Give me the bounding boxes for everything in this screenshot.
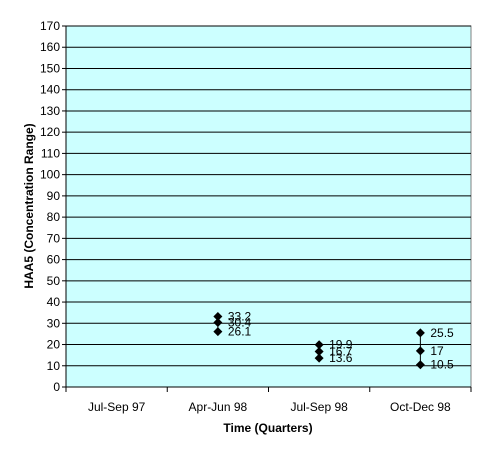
y-tick-label: 80 [47,210,61,224]
y-tick-label: 70 [47,231,61,245]
y-tick-label: 40 [47,295,61,309]
data-point [314,353,324,363]
x-tick-label: Jul-Sep 98 [290,400,348,414]
data-label: 26.1 [228,325,252,339]
y-tick-label: 50 [47,274,61,288]
data-label: 13.6 [329,351,353,365]
data-label: 30.4 [228,315,252,329]
gridlines [66,25,471,367]
y-axis-title: HAA5 (Concentration Range) [22,123,36,288]
y-tick-label: 140 [40,83,60,97]
plot-area [65,25,472,388]
y-tick-label: 30 [47,316,61,330]
y-tick-label: 90 [47,189,61,203]
y-tick-label: 100 [40,168,60,182]
data-label: 17 [430,344,444,358]
data-label: 10.5 [430,358,454,372]
y-tick-label: 60 [47,253,61,267]
x-axis: Jul-Sep 97 Apr-Jun 98 Jul-Sep 98 Oct-Dec 98 [65,386,472,414]
data-point [213,311,223,321]
data-label: 16.7 [329,345,353,359]
data-label: 33.2 [228,309,252,323]
data-point [415,360,425,370]
y-tick-label: 120 [40,125,60,139]
y-tick-label: 160 [40,40,60,54]
data-label: 25.5 [430,326,454,340]
y-tick-label: 170 [40,19,60,33]
data-label: 19.9 [329,338,353,352]
x-tick-label: Apr-Jun 98 [189,400,248,414]
y-tick-label: 110 [41,146,60,160]
x-tick-label: Jul-Sep 97 [88,400,146,414]
y-tick-label: 150 [40,61,60,75]
data-point [415,346,425,356]
x-tick-label: Oct-Dec 98 [390,400,451,414]
data-point [213,317,223,327]
data-point [415,328,425,338]
y-tick-label: 0 [53,380,60,394]
y-tick-label: 130 [40,104,60,118]
data-point [314,340,324,350]
y-tick-label: 20 [47,338,61,352]
data-point [314,347,324,357]
y-tick-label: 10 [47,359,61,373]
data-point [213,327,223,337]
y-axis: 0 10 20 30 40 50 60 70 80 90 100 110 120 130 140 150 160… [40,19,67,394]
x-axis-title: Time (Quarters) [223,421,312,435]
